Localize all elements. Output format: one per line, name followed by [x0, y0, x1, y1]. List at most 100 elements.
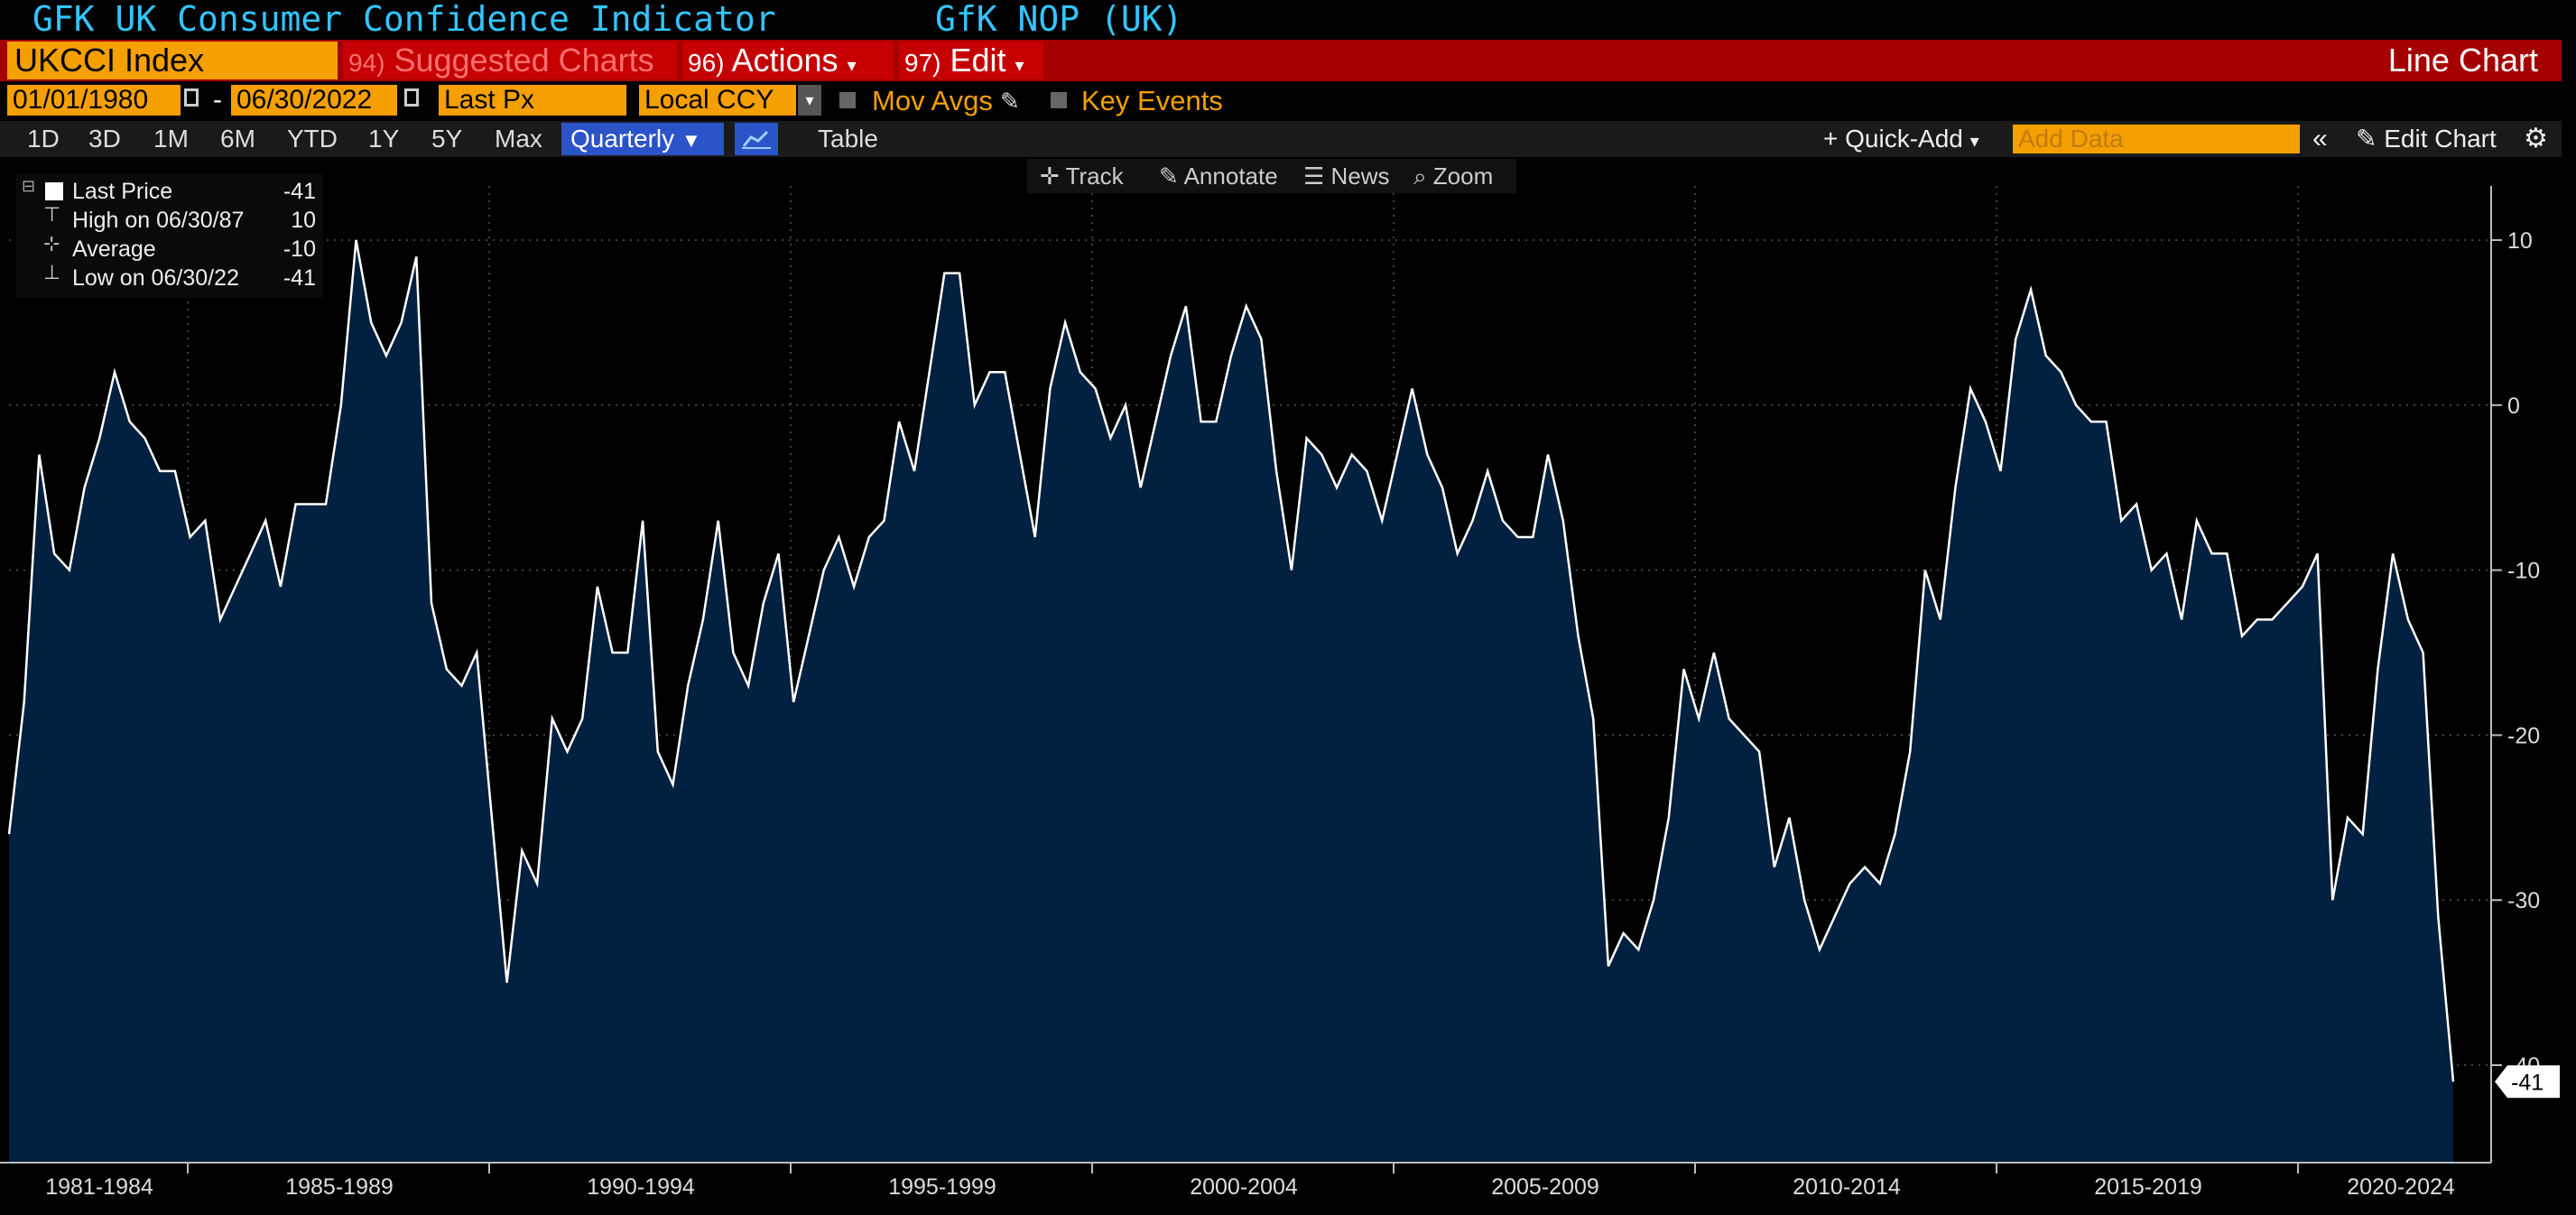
x-tick-label: 2020-2024	[2347, 1174, 2455, 1200]
frequency-select[interactable]: Quarterly ▼	[561, 123, 724, 155]
edit-number: 97)	[904, 49, 941, 77]
start-date-field[interactable]: 01/01/1980	[7, 85, 181, 116]
legend-last-price[interactable]: ⊟ Last Price -41	[16, 177, 323, 206]
legend-low: ⊥ Low on 06/30/22 -41	[16, 261, 323, 292]
edit-chart-button[interactable]: ✎ Edit Chart	[2356, 121, 2497, 157]
period-row: 1D 3D 1M 6M YTD 1Y 5Y Max Quarterly ▼ Ta…	[0, 121, 2562, 157]
legend-average-value: -10	[283, 237, 316, 262]
x-tick-label: 1985-1989	[285, 1174, 394, 1200]
calendar-icon[interactable]	[404, 88, 419, 107]
high-marker-icon: ⊤	[43, 203, 61, 226]
actions-menu-button[interactable]: 96) Actions ▾	[682, 42, 894, 79]
add-data-input[interactable]	[2013, 125, 2300, 153]
y-tick-label: -30	[2507, 888, 2540, 914]
gear-icon[interactable]: ⚙	[2524, 124, 2548, 153]
y-tick-label: 0	[2507, 394, 2520, 419]
settings-row: 01/01/1980 - 06/30/2022 Last Px Local CC…	[0, 83, 2576, 119]
pencil-icon: ✎	[1159, 162, 1179, 190]
actions-label: Actions	[731, 42, 839, 79]
period-3d-button[interactable]: 3D	[88, 125, 121, 153]
annotate-button[interactable]: ✎ Annotate	[1159, 159, 1278, 193]
command-bar: UKCCI Index 94) Suggested Charts 96) Act…	[0, 40, 2562, 81]
period-5y-button[interactable]: 5Y	[431, 125, 463, 153]
legend-average: ⊹ Average -10	[16, 232, 323, 264]
mov-avgs-label[interactable]: Mov Avgs	[872, 85, 993, 116]
chevron-down-icon: ▾	[1969, 132, 1979, 152]
period-1d-button[interactable]: 1D	[27, 125, 60, 153]
price-field-select[interactable]: Last Px	[439, 85, 626, 116]
line-chart-icon[interactable]	[735, 123, 778, 155]
chevron-down-icon: ▾	[1015, 56, 1024, 76]
legend-high-label: High on 06/30/87	[72, 208, 245, 233]
date-separator: -	[213, 85, 222, 115]
zoom-button[interactable]: ⌕ Zoom	[1413, 159, 1493, 193]
period-6m-button[interactable]: 6M	[220, 125, 255, 153]
last-value-marker: -41	[2495, 1065, 2560, 1099]
x-tick-label: 1995-1999	[888, 1174, 996, 1200]
last-value-tag	[2495, 1065, 2560, 1099]
ticker-field[interactable]: UKCCI Index	[7, 42, 338, 79]
x-tick-label: 2005-2009	[1491, 1174, 1599, 1200]
suggested-charts-number: 94)	[348, 49, 385, 77]
edit-menu-button[interactable]: 97) Edit ▾	[899, 42, 1043, 79]
low-marker-icon: ⊥	[43, 261, 61, 283]
legend-swatch	[45, 182, 63, 200]
chart-type-label: Line Chart	[2387, 42, 2538, 79]
triangle-down-icon: ▼	[681, 129, 701, 152]
chart-source: GfK NOP (UK)	[935, 0, 1183, 39]
legend-high-value: 10	[291, 208, 316, 233]
frequency-label: Quarterly	[570, 125, 675, 153]
news-icon: ☰	[1303, 162, 1325, 190]
legend: ⊟ Last Price -41 ⊤ High on 06/30/87 10 ⊹…	[16, 173, 323, 298]
collapse-box-icon[interactable]: ⊟	[22, 177, 36, 195]
y-tick-label: 10	[2507, 228, 2533, 254]
edit-label: Edit	[950, 42, 1006, 79]
zoom-label: Zoom	[1432, 162, 1494, 190]
track-button[interactable]: ✛ Track	[1040, 159, 1124, 193]
x-axis: 1981-1984 1985-1989 1990-1994 1995-1999 2000…	[0, 1162, 2491, 1200]
actions-number: 96)	[688, 49, 725, 77]
chevron-down-icon: ▾	[847, 56, 857, 76]
collapse-icon[interactable]: «	[2312, 124, 2328, 153]
chart-area[interactable]: 100-10-20-30-40 1981-19841985-19891990-1…	[0, 159, 2576, 1215]
news-button[interactable]: ☰ News	[1303, 159, 1390, 193]
track-label: Track	[1065, 162, 1124, 190]
legend-last-price-label: Last Price	[72, 179, 173, 204]
chart-toolbar: ✛ Track ✎ Annotate ☰ News ⌕ Zoom	[1027, 159, 1516, 193]
title-row: GFK UK Consumer Confidence Indicator GfK…	[0, 0, 2576, 38]
period-1y-button[interactable]: 1Y	[368, 125, 400, 153]
x-tick-label: 2010-2014	[1793, 1174, 1901, 1200]
x-tick-label: 2000-2004	[1190, 1174, 1298, 1200]
calendar-icon[interactable]	[184, 88, 199, 107]
table-button[interactable]: Table	[818, 125, 878, 153]
pencil-icon[interactable]: ✎	[1000, 88, 1020, 115]
series-line-last-price	[7, 239, 2455, 1082]
suggested-charts-button[interactable]: 94) Suggested Charts	[343, 42, 677, 79]
annotate-label: Annotate	[1183, 162, 1278, 190]
x-tick-label: 2015-2019	[2094, 1174, 2202, 1200]
x-tick-label: 1981-1984	[45, 1174, 153, 1200]
last-value-label: -41	[2511, 1070, 2544, 1095]
chart-title: GFK UK Consumer Confidence Indicator	[32, 0, 776, 39]
crosshair-icon: ✛	[1040, 162, 1060, 190]
period-1m-button[interactable]: 1M	[153, 125, 189, 153]
news-label: News	[1330, 162, 1390, 190]
suggested-charts-label: Suggested Charts	[394, 42, 654, 79]
pencil-icon: ✎	[2356, 125, 2377, 153]
end-date-field[interactable]: 06/30/2022	[231, 85, 397, 116]
area-fill	[9, 240, 2453, 1163]
mov-avgs-checkbox[interactable]	[839, 92, 856, 108]
currency-select[interactable]: Local CCY	[639, 85, 796, 116]
average-marker-icon: ⊹	[43, 232, 60, 255]
magnifier-icon: ⌕	[1413, 162, 1427, 190]
legend-high: ⊤ High on 06/30/87 10	[16, 203, 323, 235]
legend-low-label: Low on 06/30/22	[72, 265, 239, 291]
legend-average-label: Average	[72, 237, 156, 262]
period-ytd-button[interactable]: YTD	[287, 125, 338, 153]
quick-add-button[interactable]: + Quick-Add ▾	[1823, 121, 1979, 157]
period-max-button[interactable]: Max	[495, 125, 542, 153]
key-events-label[interactable]: Key Events	[1081, 85, 1223, 116]
key-events-checkbox[interactable]	[1051, 92, 1067, 108]
chevron-down-icon[interactable]: ▾	[798, 85, 821, 116]
quick-add-label: + Quick-Add	[1823, 125, 1963, 153]
